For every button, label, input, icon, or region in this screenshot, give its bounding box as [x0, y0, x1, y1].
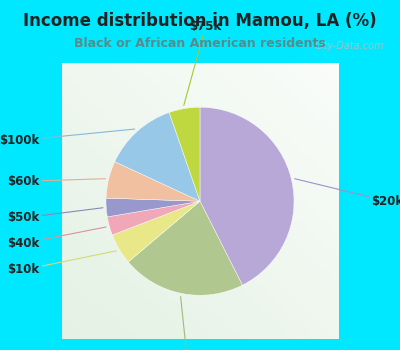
Text: $100k: $100k [0, 129, 135, 147]
Wedge shape [128, 201, 242, 295]
Wedge shape [107, 201, 200, 235]
Text: $50k: $50k [7, 208, 103, 224]
Text: $10k: $10k [8, 251, 116, 276]
Text: Black or African American residents: Black or African American residents [74, 37, 326, 50]
Text: $20k: $20k [295, 179, 400, 208]
Wedge shape [106, 162, 200, 201]
Text: $30k: $30k [173, 297, 205, 350]
Wedge shape [169, 107, 200, 201]
Wedge shape [106, 198, 200, 217]
Wedge shape [200, 107, 294, 285]
Text: $60k: $60k [7, 175, 105, 188]
Wedge shape [115, 112, 200, 201]
Wedge shape [112, 201, 200, 262]
Text: City-Data.com: City-Data.com [314, 41, 384, 51]
Text: Income distribution in Mamou, LA (%): Income distribution in Mamou, LA (%) [23, 12, 377, 30]
Text: $40k: $40k [7, 227, 106, 250]
Text: $75k: $75k [184, 20, 222, 105]
